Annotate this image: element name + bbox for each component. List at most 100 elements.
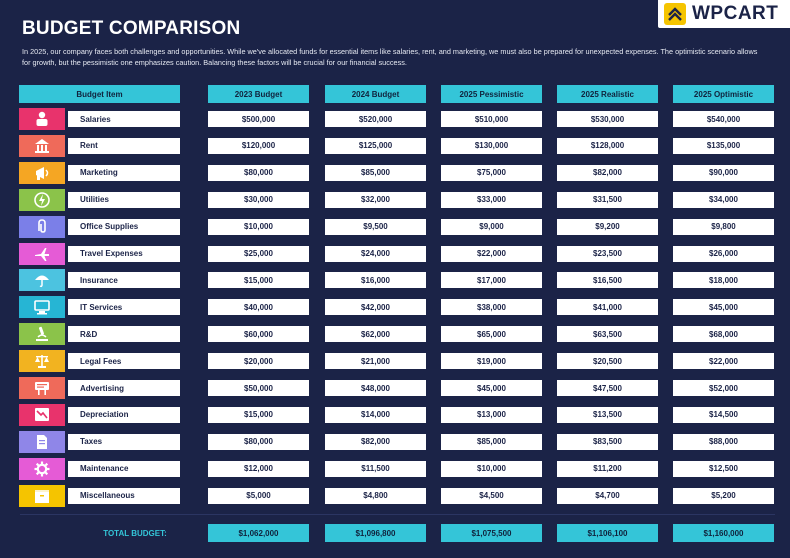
row-value-cell: $15,000 [208, 272, 309, 289]
row-item-name: Insurance [68, 272, 180, 289]
row-value-cell: $38,000 [441, 299, 542, 316]
row-value-cell: $500,000 [208, 111, 309, 127]
row-value-cell: $33,000 [441, 191, 542, 208]
row-value-cell: $10,000 [208, 218, 309, 235]
paper-clip-icon [19, 215, 65, 238]
intro-text: In 2025, our company faces both challeng… [22, 47, 758, 67]
row-value-cell: $20,500 [557, 353, 658, 370]
row-value-cell: $12,000 [208, 460, 309, 477]
row-item-name: R&D [68, 326, 180, 343]
row-value-cell: $11,200 [557, 460, 658, 477]
row-value-cell: $23,500 [557, 245, 658, 262]
row-value-cell: $62,000 [325, 326, 426, 343]
row-value-cell: $120,000 [208, 137, 309, 154]
lightning-icon [19, 188, 65, 211]
box-icon [19, 484, 65, 507]
total-cell: $1,160,000 [673, 524, 774, 542]
row-item-name: Miscellaneous [68, 487, 180, 504]
page-title: BUDGET COMPARISON [22, 18, 241, 39]
document-icon [19, 430, 65, 453]
row-value-cell: $15,000 [208, 406, 309, 423]
row-value-cell: $20,000 [208, 353, 309, 370]
row-value-cell: $83,500 [557, 433, 658, 450]
row-value-cell: $14,000 [325, 406, 426, 423]
total-cell: $1,062,000 [208, 524, 309, 542]
row-value-cell: $52,000 [673, 380, 774, 396]
computer-icon [19, 296, 65, 319]
total-label: TOTAL BUDGET: [103, 528, 167, 538]
row-value-cell: $9,500 [325, 218, 426, 235]
row-value-cell: $4,500 [441, 487, 542, 504]
row-item-name: Salaries [68, 111, 180, 127]
row-value-cell: $63,500 [557, 326, 658, 343]
row-value-cell: $9,000 [441, 218, 542, 235]
row-value-cell: $60,000 [208, 326, 309, 343]
row-value-cell: $9,200 [557, 218, 658, 235]
row-item-name: Advertising [68, 380, 180, 396]
row-value-cell: $50,000 [208, 380, 309, 396]
row-value-cell: $22,000 [441, 245, 542, 262]
row-value-cell: $18,000 [673, 272, 774, 289]
row-item-name: Taxes [68, 433, 180, 450]
total-cell: $1,096,800 [325, 524, 426, 542]
row-value-cell: $10,000 [441, 460, 542, 477]
header-2024-budget: 2024 Budget [325, 85, 426, 103]
chevron-up-logo-icon [664, 3, 686, 25]
row-value-cell: $510,000 [441, 111, 542, 127]
row-item-name: Rent [68, 137, 180, 154]
total-cell: $1,075,500 [441, 524, 542, 542]
row-value-cell: $4,800 [325, 487, 426, 504]
building-icon [19, 134, 65, 157]
row-value-cell: $16,000 [325, 272, 426, 289]
row-value-cell: $42,000 [325, 299, 426, 316]
row-value-cell: $75,000 [441, 164, 542, 181]
header-2023-budget: 2023 Budget [208, 85, 309, 103]
row-item-name: IT Services [68, 299, 180, 316]
row-value-cell: $13,000 [441, 406, 542, 423]
row-value-cell: $17,000 [441, 272, 542, 289]
row-value-cell: $45,000 [441, 380, 542, 396]
row-value-cell: $65,000 [441, 326, 542, 343]
row-value-cell: $12,500 [673, 460, 774, 477]
wpcart-logo: WPCART [658, 0, 790, 28]
row-value-cell: $21,000 [325, 353, 426, 370]
row-value-cell: $16,500 [557, 272, 658, 289]
billboard-icon [19, 377, 65, 399]
row-value-cell: $82,000 [557, 164, 658, 181]
row-value-cell: $19,000 [441, 353, 542, 370]
row-value-cell: $30,000 [208, 191, 309, 208]
header-2025-realistic: 2025 Realistic [557, 85, 658, 103]
umbrella-icon [19, 269, 65, 292]
row-value-cell: $45,000 [673, 299, 774, 316]
logo-text: WPCART [692, 3, 779, 24]
row-value-cell: $41,000 [557, 299, 658, 316]
row-value-cell: $26,000 [673, 245, 774, 262]
row-value-cell: $5,000 [208, 487, 309, 504]
gear-icon [19, 457, 65, 480]
row-value-cell: $68,000 [673, 326, 774, 343]
row-value-cell: $540,000 [673, 111, 774, 127]
megaphone-icon [19, 161, 65, 184]
row-value-cell: $520,000 [325, 111, 426, 127]
row-item-name: Utilities [68, 191, 180, 208]
row-item-name: Maintenance [68, 460, 180, 477]
person-icon [19, 108, 65, 130]
row-value-cell: $11,500 [325, 460, 426, 477]
total-cell: $1,106,100 [557, 524, 658, 542]
row-value-cell: $85,000 [441, 433, 542, 450]
row-value-cell: $22,000 [673, 353, 774, 370]
header-2025-pessimistic: 2025 Pessimistic [441, 85, 542, 103]
row-value-cell: $5,200 [673, 487, 774, 504]
row-item-name: Travel Expenses [68, 245, 180, 262]
row-value-cell: $85,000 [325, 164, 426, 181]
row-item-name: Office Supplies [68, 218, 180, 235]
row-value-cell: $80,000 [208, 433, 309, 450]
row-value-cell: $130,000 [441, 137, 542, 154]
row-value-cell: $125,000 [325, 137, 426, 154]
row-value-cell: $13,500 [557, 406, 658, 423]
row-value-cell: $530,000 [557, 111, 658, 127]
row-value-cell: $88,000 [673, 433, 774, 450]
scale-icon [19, 350, 65, 373]
row-value-cell: $31,500 [557, 191, 658, 208]
row-value-cell: $24,000 [325, 245, 426, 262]
